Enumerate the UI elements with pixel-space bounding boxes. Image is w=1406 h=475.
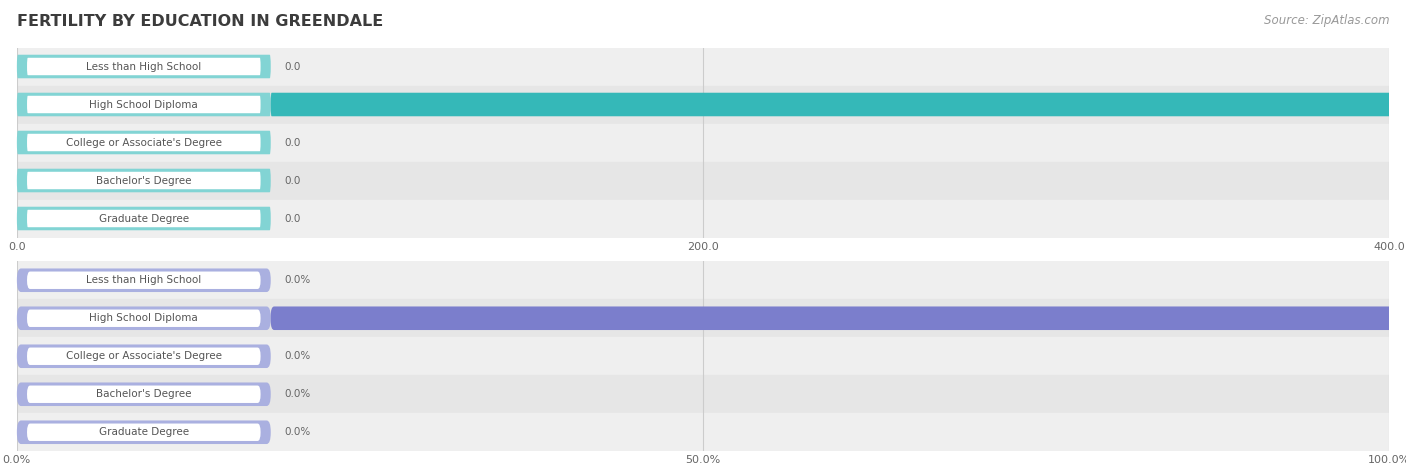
Bar [17, 200, 1389, 238]
Text: Less than High School: Less than High School [86, 61, 201, 72]
FancyBboxPatch shape [27, 272, 260, 289]
Text: Graduate Degree: Graduate Degree [98, 427, 188, 437]
Bar [17, 261, 1389, 299]
Text: 0.0%: 0.0% [284, 427, 311, 437]
Text: Source: ZipAtlas.com: Source: ZipAtlas.com [1264, 14, 1389, 27]
FancyBboxPatch shape [271, 306, 1406, 330]
Text: High School Diploma: High School Diploma [90, 313, 198, 323]
FancyBboxPatch shape [17, 268, 271, 292]
Text: 0.0: 0.0 [284, 213, 301, 224]
FancyBboxPatch shape [17, 382, 271, 406]
FancyBboxPatch shape [27, 424, 260, 441]
Bar [17, 124, 1389, 162]
FancyBboxPatch shape [27, 172, 260, 189]
Text: Less than High School: Less than High School [86, 275, 201, 285]
FancyBboxPatch shape [17, 55, 271, 78]
FancyBboxPatch shape [27, 210, 260, 227]
Text: 0.0%: 0.0% [284, 389, 311, 399]
FancyBboxPatch shape [271, 93, 1406, 116]
FancyBboxPatch shape [27, 310, 260, 327]
Bar [17, 413, 1389, 451]
FancyBboxPatch shape [17, 207, 271, 230]
FancyBboxPatch shape [27, 386, 260, 403]
Text: Bachelor's Degree: Bachelor's Degree [96, 175, 191, 186]
Text: Graduate Degree: Graduate Degree [98, 213, 188, 224]
Text: 0.0%: 0.0% [284, 275, 311, 285]
Bar [17, 375, 1389, 413]
FancyBboxPatch shape [27, 134, 260, 151]
FancyBboxPatch shape [17, 169, 271, 192]
FancyBboxPatch shape [17, 344, 271, 368]
Bar [17, 162, 1389, 199]
Text: Bachelor's Degree: Bachelor's Degree [96, 389, 191, 399]
FancyBboxPatch shape [17, 93, 271, 116]
Text: College or Associate's Degree: College or Associate's Degree [66, 137, 222, 148]
Text: 0.0: 0.0 [284, 137, 301, 148]
FancyBboxPatch shape [27, 58, 260, 75]
FancyBboxPatch shape [17, 131, 271, 154]
FancyBboxPatch shape [27, 96, 260, 113]
FancyBboxPatch shape [17, 306, 271, 330]
Bar [17, 48, 1389, 86]
Text: High School Diploma: High School Diploma [90, 99, 198, 110]
Bar [17, 337, 1389, 375]
Bar [17, 299, 1389, 337]
FancyBboxPatch shape [27, 348, 260, 365]
Text: FERTILITY BY EDUCATION IN GREENDALE: FERTILITY BY EDUCATION IN GREENDALE [17, 14, 382, 29]
Bar [17, 86, 1389, 124]
Text: 0.0: 0.0 [284, 175, 301, 186]
Text: College or Associate's Degree: College or Associate's Degree [66, 351, 222, 361]
Text: 343.0: 343.0 [1403, 99, 1406, 110]
FancyBboxPatch shape [17, 420, 271, 444]
Text: 0.0: 0.0 [284, 61, 301, 72]
Text: 0.0%: 0.0% [284, 351, 311, 361]
